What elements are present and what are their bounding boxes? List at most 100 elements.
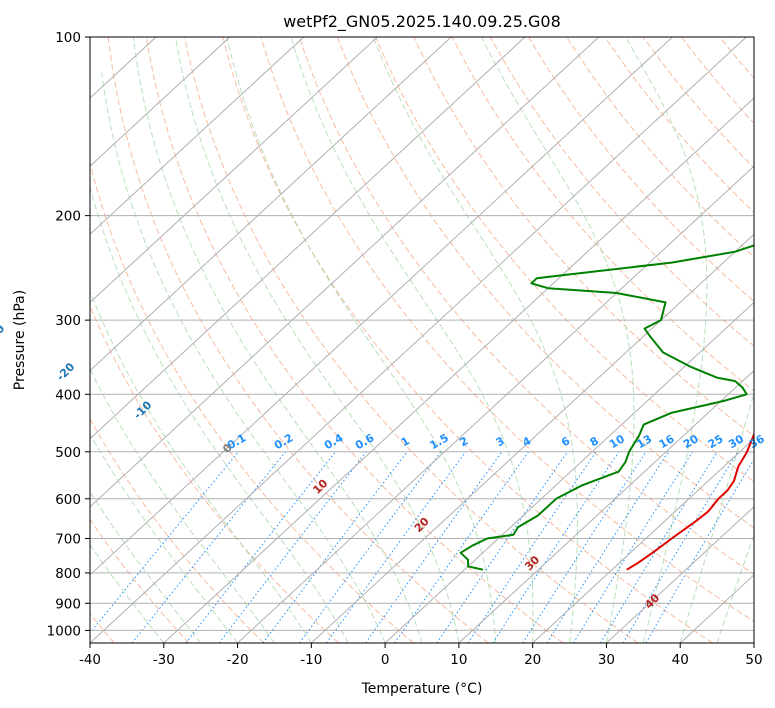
isotherm-line bbox=[0, 37, 9, 643]
dewpoint-profile-line bbox=[459, 244, 754, 571]
dry-adiabat-line bbox=[528, 37, 754, 303]
mixing-ratio-line bbox=[522, 451, 647, 643]
mixing-ratio-label: 8 bbox=[588, 434, 601, 449]
mixing-ratio-line bbox=[645, 458, 754, 643]
isotherm-line bbox=[237, 165, 754, 643]
moist-adiabat-line bbox=[90, 490, 202, 643]
isotherm-line bbox=[679, 574, 754, 643]
x-tick-label: -30 bbox=[153, 652, 175, 668]
dry-adiabat-line bbox=[413, 37, 754, 437]
mixing-ratio-label: 16 bbox=[657, 432, 677, 451]
dry-adiabat-label: 10 bbox=[310, 476, 330, 496]
x-tick-label: -40 bbox=[79, 652, 101, 668]
isotherm-line bbox=[384, 301, 754, 643]
mixing-ratio-label: 2 bbox=[457, 434, 470, 449]
moist-adiabat-line bbox=[625, 37, 708, 643]
dry-adiabat-line bbox=[260, 37, 754, 623]
mixing-ratio-line bbox=[185, 451, 336, 643]
mixing-ratio-label: 36 bbox=[747, 432, 767, 451]
x-tick-label: -10 bbox=[300, 652, 322, 668]
dry-adiabat-line bbox=[337, 37, 754, 529]
y-tick-label: 100 bbox=[55, 30, 81, 46]
y-tick-label: 600 bbox=[55, 492, 81, 508]
dry-adiabat-line bbox=[375, 37, 754, 483]
mixing-ratio-line bbox=[573, 451, 694, 643]
dry-adiabat-label: -30 bbox=[0, 322, 8, 345]
dry-adiabat-line bbox=[222, 37, 713, 643]
mixing-ratio-line bbox=[492, 451, 620, 643]
dry-adiabat-line bbox=[451, 37, 754, 392]
dry-adiabat-line bbox=[145, 37, 564, 643]
dry-adiabat-line bbox=[107, 37, 489, 643]
dry-adiabat-line bbox=[298, 37, 754, 575]
y-tick-label: 300 bbox=[55, 313, 81, 329]
mixing-ratio-line bbox=[365, 451, 503, 643]
y-tick-label: 500 bbox=[55, 445, 81, 461]
isotherm-line bbox=[606, 506, 754, 643]
moist-adiabat-line bbox=[290, 37, 534, 643]
dry-adiabat-label: -20 bbox=[54, 360, 77, 383]
mixing-ratio-line bbox=[436, 451, 568, 643]
isotherm-line bbox=[90, 37, 600, 508]
dry-adiabat-line bbox=[90, 418, 265, 643]
y-tick-label: 900 bbox=[55, 596, 81, 612]
x-tick-label: 30 bbox=[598, 652, 615, 668]
dry-adiabat-line bbox=[90, 518, 190, 643]
isotherm-line bbox=[753, 642, 754, 643]
moist-adiabat-line bbox=[175, 37, 460, 643]
mixing-ratio-line bbox=[394, 451, 530, 643]
isotherm-line bbox=[90, 37, 231, 167]
mixing-ratio-line bbox=[622, 451, 739, 643]
y-axis-label: Pressure (hPa) bbox=[12, 290, 28, 390]
dry-adiabat-label: -10 bbox=[131, 398, 154, 421]
isotherm-line bbox=[90, 37, 526, 440]
moist-adiabat-line bbox=[90, 432, 238, 643]
isotherm-line bbox=[163, 97, 754, 643]
mixing-ratio-label: 3 bbox=[494, 434, 507, 449]
y-tick-label: 700 bbox=[55, 532, 81, 548]
moist-adiabat-line bbox=[101, 72, 386, 643]
isotherm-line bbox=[532, 437, 754, 643]
x-tick-label: 40 bbox=[672, 652, 689, 668]
mixing-ratio-label: 4 bbox=[520, 434, 533, 449]
dry-adiabat-line bbox=[489, 37, 754, 347]
dry-adiabat-line bbox=[90, 160, 414, 643]
mixing-ratio-line bbox=[600, 451, 718, 643]
moist-adiabat-line bbox=[481, 37, 635, 643]
chart-title: wetPf2_GN05.2025.140.09.25.G08 bbox=[283, 12, 561, 32]
y-tick-label: 400 bbox=[55, 387, 81, 403]
dry-adiabat-line bbox=[681, 37, 754, 124]
dry-adiabat-line bbox=[642, 37, 754, 169]
moist-adiabat-line bbox=[132, 37, 423, 643]
x-tick-label: 10 bbox=[450, 652, 467, 668]
x-axis-label: Temperature (°C) bbox=[361, 681, 483, 697]
temperature-profile-line bbox=[626, 431, 754, 571]
moist-adiabat-line bbox=[679, 391, 754, 643]
moist-adiabat-line bbox=[90, 543, 165, 643]
isotherm-line bbox=[90, 37, 452, 372]
x-tick-label: -20 bbox=[227, 652, 249, 668]
mixing-ratio-line bbox=[90, 451, 239, 634]
mixing-ratio-line bbox=[131, 451, 286, 643]
y-tick-label: 200 bbox=[55, 209, 81, 225]
mixing-ratio-label: 1 bbox=[399, 434, 412, 449]
dry-adiabat-line bbox=[758, 37, 775, 643]
isotherm-line bbox=[90, 37, 304, 235]
isotherm-line bbox=[310, 233, 754, 643]
dry-adiabat-line bbox=[90, 305, 339, 643]
dry-adiabat-line bbox=[566, 37, 754, 258]
mixing-ratio-line bbox=[218, 451, 367, 643]
dry-adiabat-line bbox=[184, 37, 639, 643]
y-tick-label: 1000 bbox=[47, 623, 81, 639]
x-tick-label: 50 bbox=[745, 652, 762, 668]
x-tick-label: 20 bbox=[524, 652, 541, 668]
mixing-ratio-label: 13 bbox=[635, 432, 655, 451]
mixing-ratio-line bbox=[325, 451, 467, 643]
mixing-ratio-label: 0.4 bbox=[322, 431, 346, 452]
isotherm-line bbox=[458, 369, 754, 643]
isotherm-line bbox=[90, 37, 378, 304]
moist-adiabat-line bbox=[90, 184, 349, 643]
moist-adiabat-line bbox=[226, 37, 497, 643]
x-tick-label: 0 bbox=[381, 652, 390, 668]
plot-frame bbox=[89, 36, 755, 644]
